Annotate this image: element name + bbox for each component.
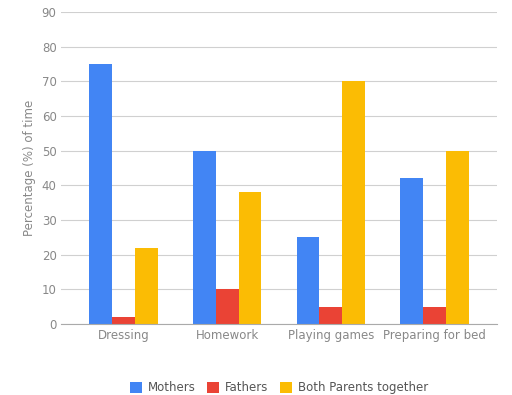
Bar <box>342 81 365 324</box>
Bar <box>216 289 239 324</box>
Bar <box>319 307 342 324</box>
Bar <box>135 248 158 324</box>
Bar <box>90 64 112 324</box>
Bar <box>423 307 446 324</box>
Bar <box>239 192 262 324</box>
Bar <box>400 178 423 324</box>
Bar <box>193 150 216 324</box>
Y-axis label: Percentage (%) of time: Percentage (%) of time <box>23 100 36 236</box>
Bar <box>112 317 135 324</box>
Bar <box>446 150 468 324</box>
Bar <box>296 237 319 324</box>
Legend: Mothers, Fathers, Both Parents together: Mothers, Fathers, Both Parents together <box>125 376 433 395</box>
